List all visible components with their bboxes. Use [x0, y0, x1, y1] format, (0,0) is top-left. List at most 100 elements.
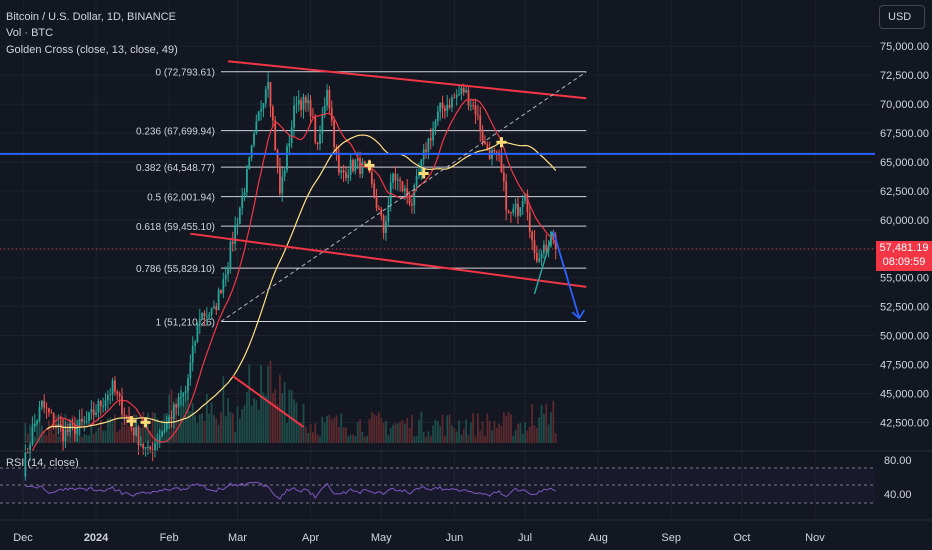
- volume-bar: [257, 409, 260, 443]
- candle-body: [177, 397, 180, 408]
- candle-body: [194, 341, 196, 346]
- candle-body: [59, 424, 62, 428]
- candle-body: [135, 427, 138, 436]
- trend-line-lower: [190, 232, 587, 288]
- volume-bar: [238, 418, 241, 443]
- candle-body: [323, 105, 326, 116]
- volume-bar: [366, 435, 369, 443]
- candle-body: [182, 392, 185, 397]
- candle-body: [52, 412, 55, 426]
- volume-bar: [106, 418, 109, 443]
- golden-cross-legend[interactable]: Golden Cross (close, 13, close, 49): [6, 44, 178, 56]
- candle-body: [467, 90, 470, 106]
- candle-body: [243, 192, 246, 196]
- volume-bar: [253, 398, 255, 443]
- candle-body: [507, 210, 510, 213]
- time-tick-label: Aug: [588, 532, 608, 544]
- volume-bar: [545, 403, 548, 443]
- volume-bar: [123, 426, 126, 443]
- candle-body: [408, 196, 411, 204]
- volume-bar: [156, 418, 159, 443]
- candle-body: [255, 121, 258, 134]
- candle-body: [427, 138, 430, 152]
- volume-bar: [286, 422, 288, 443]
- candle-body: [269, 82, 272, 107]
- volume-bar: [488, 420, 491, 443]
- volume-bar: [121, 422, 123, 443]
- candle-body: [83, 421, 86, 423]
- currency-button[interactable]: USD: [879, 5, 925, 29]
- trend-line-volume-trend: [232, 375, 305, 428]
- candle-body: [370, 172, 373, 184]
- volume-bar: [531, 404, 534, 443]
- candle-body: [121, 396, 123, 415]
- time-tick-label: Oct: [733, 532, 750, 544]
- volume-bar: [248, 364, 251, 443]
- candle-body: [465, 90, 468, 93]
- volume-bar: [382, 422, 385, 443]
- candle-body: [502, 172, 505, 182]
- rsi-pane[interactable]: 80.00 40.00: [0, 450, 932, 521]
- drawings[interactable]: [0, 60, 875, 428]
- candle-body: [66, 429, 69, 433]
- candle-body: [191, 345, 194, 363]
- volume-bar: [201, 413, 204, 443]
- volume-bar: [269, 360, 272, 443]
- fibonacci-retracement[interactable]: 0 (72,793.61) 0.236 (67,699.94) 0.382 (64,…: [136, 68, 587, 329]
- price-axis[interactable]: 75,000.00 72,500.00 70,000.00 67,500.00 65,0…: [880, 41, 929, 429]
- candle-body: [413, 185, 416, 206]
- candle-body: [286, 146, 288, 171]
- volume-legend[interactable]: Vol · BTC: [6, 27, 54, 39]
- volume-bar: [491, 430, 493, 443]
- last-price-tag: 57,481.19 08:09:59: [876, 241, 932, 271]
- volume-bar: [363, 436, 366, 443]
- volume-bar: [144, 417, 147, 443]
- volume-bar: [196, 423, 199, 443]
- candle-body: [158, 436, 161, 442]
- volume-bar: [389, 427, 392, 443]
- candle-body: [144, 447, 147, 449]
- volume-bar: [509, 414, 512, 443]
- candle-body: [396, 179, 399, 181]
- candle-body: [95, 412, 97, 415]
- candle-body: [300, 100, 303, 110]
- volume-bar: [85, 434, 88, 443]
- price-tick-label: 65,000.00: [880, 157, 929, 169]
- price-tick-label: 50,000.00: [880, 331, 929, 343]
- volume-bar: [394, 423, 397, 443]
- candle-body: [451, 97, 453, 108]
- volume-bar: [52, 433, 55, 443]
- candle-body: [479, 115, 482, 132]
- volume-bar: [538, 417, 541, 443]
- candle-body: [460, 87, 463, 95]
- candle-body: [436, 111, 439, 122]
- candle-body: [406, 188, 409, 197]
- candle-body: [432, 128, 435, 141]
- candle-body: [359, 158, 361, 174]
- volume-bar: [222, 376, 225, 443]
- candle-body: [528, 212, 531, 232]
- volume-bar: [462, 429, 465, 443]
- symbol-title[interactable]: Bitcoin / U.S. Dollar, 1D, BINANCE: [6, 11, 176, 23]
- volume-bar: [378, 412, 380, 443]
- rsi-line: [25, 481, 556, 500]
- golden-cross-marker: [496, 137, 507, 148]
- volume-bar: [342, 427, 345, 443]
- volume-bar: [517, 423, 519, 443]
- volume-bar: [500, 426, 503, 443]
- candle-body: [453, 97, 456, 99]
- candle-body: [90, 409, 93, 413]
- volume-bar: [281, 393, 284, 443]
- volume-bar: [514, 430, 517, 443]
- time-axis[interactable]: Dec 2024 Feb Mar Apr May Jun Jul Aug Sep Oct Nov: [13, 532, 825, 544]
- volume-bar: [217, 424, 220, 443]
- candle-body: [102, 405, 105, 407]
- candle-body: [111, 380, 114, 395]
- volume-bar: [448, 414, 451, 443]
- fib-level-label: 0.5 (62,001.94): [147, 193, 215, 204]
- candle-body: [99, 401, 102, 407]
- volume-bar: [429, 435, 432, 443]
- rsi-legend[interactable]: RSI (14, close): [6, 457, 79, 469]
- volume-bar: [368, 419, 371, 443]
